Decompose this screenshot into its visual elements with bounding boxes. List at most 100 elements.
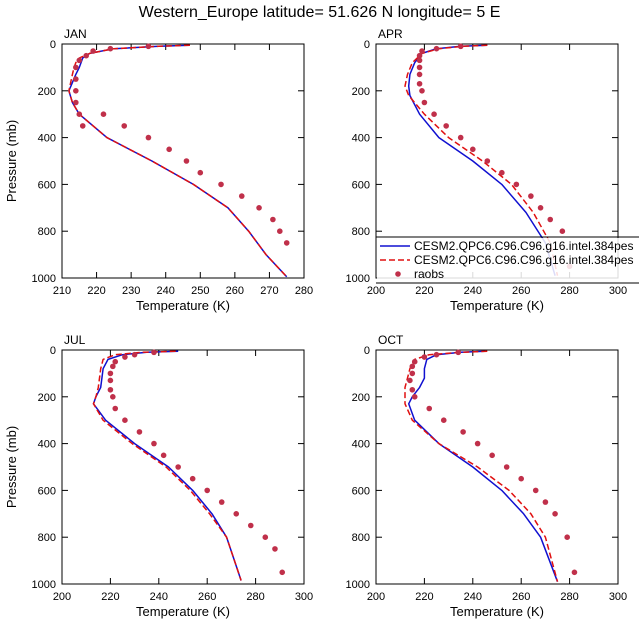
- raobs-point: [262, 534, 269, 540]
- raobs-point: [416, 52, 423, 59]
- y-axis-label: Pressure (mb): [4, 120, 19, 202]
- y-tick-label: 800: [38, 226, 56, 238]
- x-tick-label: 240: [464, 285, 482, 297]
- panel-jul: 200 220 240 260 280 300 0 200 400 600 800 1000 Tempe…: [4, 333, 313, 619]
- raobs-point: [107, 45, 114, 52]
- raobs-point: [416, 80, 423, 87]
- raobs-point: [121, 123, 128, 129]
- raobs-point: [419, 48, 425, 54]
- y-tick-label: 600: [38, 485, 56, 497]
- raobs-point: [238, 193, 245, 199]
- raobs-point: [283, 240, 290, 246]
- y-tick-label: 400: [38, 133, 56, 145]
- plot-frame: [61, 43, 305, 279]
- raobs-point: [564, 534, 570, 540]
- panel-oct: 200 220 240 260 280 300 0 200 400 600 800 1000 Tempe…: [346, 333, 628, 619]
- x-tick-label: 200: [367, 285, 385, 297]
- x-tick-label: 240: [157, 285, 175, 297]
- raobs-point: [457, 43, 464, 50]
- y-tick-label: 200: [38, 392, 56, 404]
- raobs-point: [73, 88, 79, 94]
- x-tick-label: 280: [246, 591, 264, 603]
- raobs-point: [532, 487, 539, 494]
- panel-label: APR: [378, 27, 403, 41]
- x-tick-label: 240: [150, 591, 168, 603]
- legend-entry-label: CESM2.QPC6.C96.C96.g16.intel.384pes: [414, 239, 633, 253]
- raobs-point: [110, 394, 116, 400]
- raobs-point: [542, 499, 549, 505]
- raobs-point: [426, 405, 433, 412]
- x-tick-label: 260: [512, 591, 530, 603]
- raobs-point: [107, 386, 114, 393]
- series-line-solid: [407, 350, 559, 582]
- raobs-point: [484, 158, 491, 164]
- plot-frame: [61, 349, 305, 585]
- panel-apr: 200 220 240 260 280 300 0 200 400 600 800 1000 Tempe…: [346, 27, 628, 313]
- raobs-point: [197, 169, 204, 176]
- raobs-point: [537, 205, 544, 211]
- legend-entry-label: raobs: [414, 267, 444, 281]
- series-line-solid: [92, 350, 242, 581]
- raobs-point: [131, 351, 138, 358]
- panel-label: OCT: [378, 333, 404, 347]
- panel-jan: 210 220 230 240 250 260 270 280 0 200 400 600 800 100…: [4, 27, 313, 313]
- x-tick-label: 300: [295, 591, 313, 603]
- x-tick-label: 200: [53, 591, 71, 603]
- raobs-point: [460, 429, 466, 435]
- raobs-point: [416, 71, 423, 78]
- raobs-point: [151, 440, 157, 447]
- y-tick-label: 200: [38, 86, 56, 98]
- y-tick-label: 600: [352, 485, 370, 497]
- raobs-point: [416, 64, 423, 71]
- raobs-point: [73, 99, 79, 106]
- raobs-point: [513, 181, 520, 188]
- raobs-point: [457, 134, 464, 141]
- plot-frame: [375, 349, 619, 585]
- x-axis-label: Temperature (K): [136, 604, 230, 619]
- x-tick-label: 280: [560, 591, 578, 603]
- raobs-point: [518, 475, 524, 482]
- y-tick-label: 200: [352, 86, 370, 98]
- raobs-point: [122, 354, 128, 360]
- raobs-point: [440, 417, 447, 424]
- x-tick-label: 230: [122, 285, 140, 297]
- x-tick-label: 280: [560, 285, 578, 297]
- raobs-point: [79, 123, 86, 129]
- raobs-point: [122, 417, 128, 424]
- raobs-point: [559, 228, 566, 234]
- raobs-point: [166, 146, 172, 153]
- raobs-point: [431, 111, 437, 117]
- raobs-point: [136, 429, 143, 435]
- raobs-point: [110, 363, 116, 370]
- y-tick-label: 600: [38, 179, 56, 191]
- x-tick-label: 220: [415, 591, 433, 603]
- raobs-point: [270, 216, 276, 223]
- raobs-point: [499, 169, 505, 176]
- x-tick-label: 220: [87, 285, 105, 297]
- x-tick-label: 260: [226, 285, 244, 297]
- panel-label: JUL: [64, 333, 86, 347]
- raobs-point: [470, 146, 476, 153]
- y-tick-label: 800: [352, 532, 370, 544]
- x-tick-label: 260: [512, 285, 530, 297]
- y-tick-label: 800: [38, 532, 56, 544]
- raobs-point: [73, 64, 79, 71]
- raobs-point: [83, 52, 89, 59]
- raobs-point: [107, 377, 114, 384]
- raobs-point: [76, 111, 83, 117]
- raobs-point: [218, 181, 224, 188]
- raobs-point: [407, 377, 413, 384]
- y-tick-label: 0: [50, 39, 56, 51]
- raobs-point: [218, 499, 225, 505]
- raobs-point: [233, 511, 240, 517]
- raobs-point: [409, 363, 416, 370]
- y-tick-label: 200: [352, 392, 370, 404]
- raobs-point: [489, 452, 495, 459]
- y-tick-label: 400: [352, 133, 370, 145]
- raobs-point: [100, 111, 107, 117]
- y-tick-label: 0: [364, 345, 370, 357]
- x-tick-label: 220: [415, 285, 433, 297]
- raobs-point: [112, 405, 119, 412]
- raobs-point: [90, 48, 96, 54]
